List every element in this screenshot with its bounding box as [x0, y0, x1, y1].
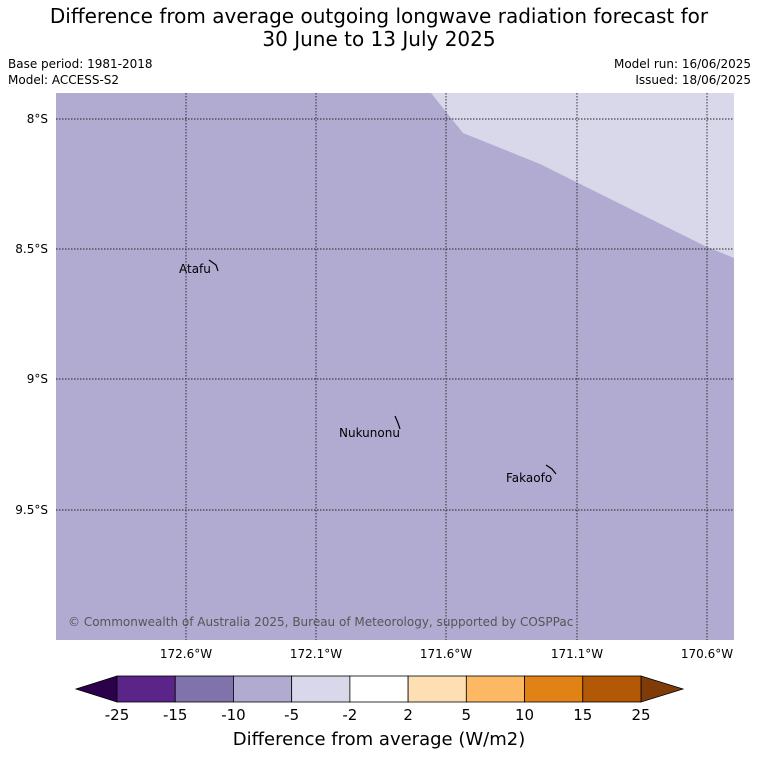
lon-labels: 172.6°W 172.1°W 171.6°W 171.1°W 170.6°W	[160, 647, 733, 661]
title-line-1: Difference from average outgoing longwav…	[49, 4, 709, 28]
lon-label: 172.1°W	[290, 647, 342, 661]
lat-labels: 8°S 8.5°S 9°S 9.5°S	[15, 112, 48, 517]
colorbar-segment	[349, 675, 409, 703]
lat-label: 9.5°S	[15, 503, 48, 517]
colorbar-tick-label: -15	[163, 706, 188, 724]
meta-right: Model run: 16/06/2025 Issued: 18/06/2025	[614, 56, 751, 88]
colorbar-high-extend	[640, 675, 685, 703]
light-anomaly-region	[431, 93, 734, 258]
base-period: Base period: 1981-2018	[8, 57, 153, 71]
lat-label: 8.5°S	[15, 242, 48, 256]
coastlines	[208, 259, 557, 475]
place-label-nukunonu: Nukunonu	[339, 426, 400, 440]
colorbar-segments	[116, 675, 642, 703]
lon-label: 170.6°W	[681, 647, 733, 661]
colorbar-segment	[116, 675, 176, 703]
colorbar-label: Difference from average (W/m2)	[232, 729, 526, 750]
graticule	[56, 93, 734, 640]
colorbar-tick-label: -2	[342, 706, 357, 724]
colorbar-segment	[582, 675, 642, 703]
colorbar-segment	[407, 675, 467, 703]
colorbar-tick-label: 2	[403, 706, 413, 724]
fakaofo-atoll	[545, 464, 557, 475]
place-label-atafu: Atafu	[179, 262, 211, 276]
colorbar-segment	[291, 675, 351, 703]
lat-label: 8°S	[27, 112, 48, 126]
atafu-atoll	[208, 259, 219, 272]
colorbar-low-extend	[74, 675, 118, 703]
model-name: Model: ACCESS-S2	[8, 73, 120, 87]
place-label-fakaofo: Fakaofo	[506, 471, 552, 485]
colorbar-segment	[465, 675, 525, 703]
colorbar-segment	[174, 675, 234, 703]
copyright-notice: © Commonwealth of Australia 2025, Bureau…	[68, 615, 573, 629]
issued-date: Issued: 18/06/2025	[635, 73, 751, 87]
model-run: Model run: 16/06/2025	[613, 57, 751, 71]
place-labels: Atafu Nukunonu Fakaofo	[179, 262, 552, 485]
colorbar-tick-label: 25	[631, 706, 650, 724]
lon-label: 171.1°W	[551, 647, 603, 661]
nukunonu-atoll	[394, 415, 401, 430]
colorbar-segment	[233, 675, 293, 703]
colorbar-tick-label: -10	[221, 706, 246, 724]
colorbar-segment	[524, 675, 584, 703]
colorbar-tick-label: 10	[515, 706, 534, 724]
colorbar-ticks: -25 -15 -10 -5 -2 2 5 10 15 25	[105, 706, 651, 724]
colorbar-tick-label: 5	[462, 706, 472, 724]
lon-label: 171.6°W	[420, 647, 472, 661]
meta-left: Base period: 1981-2018 Model: ACCESS-S2	[8, 56, 153, 88]
title-line-2: 30 June to 13 July 2025	[262, 27, 496, 51]
colorbar-tick-label: -5	[284, 706, 299, 724]
colorbar-tick-label: -25	[105, 706, 130, 724]
chart-title: Difference from average outgoing longwav…	[0, 5, 758, 51]
colorbar-tick-label: 15	[573, 706, 592, 724]
lon-label: 172.6°W	[160, 647, 212, 661]
colorbar: -25 -15 -10 -5 -2 2 5 10 15 25	[74, 675, 685, 724]
lat-label: 9°S	[27, 372, 48, 386]
